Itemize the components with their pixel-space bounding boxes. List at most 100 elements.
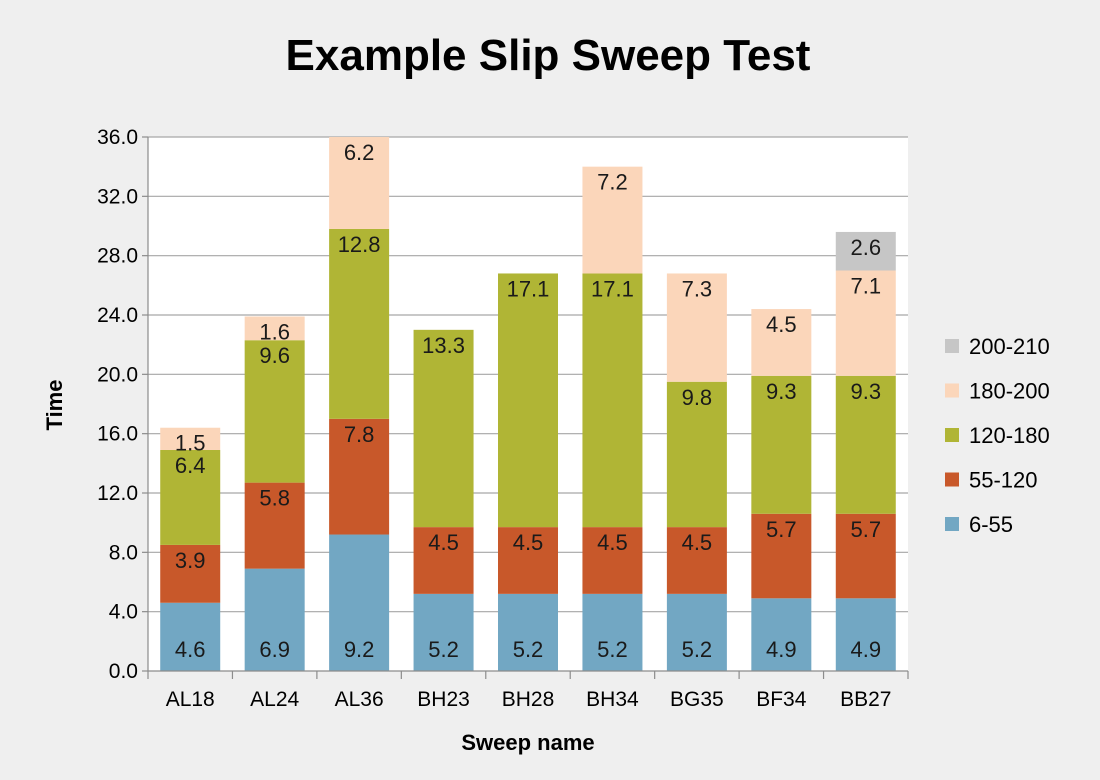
bar-segment: [582, 527, 643, 594]
bar-segment: [498, 527, 558, 594]
bar-segment: [160, 602, 221, 671]
y-tick-label: 20.0: [97, 363, 138, 386]
data-label: 7.2: [597, 170, 628, 195]
data-label: 5.8: [259, 486, 290, 511]
data-label: 12.8: [338, 232, 381, 257]
bar-segment: [666, 593, 727, 671]
data-label: 5.2: [597, 637, 628, 662]
data-labels: 4.6 3.9 6.41.5 6.9 5.8 9.61.6 9.2 7.8 12.8 6.2 5.2…: [175, 140, 881, 662]
data-label: 4.6: [175, 637, 206, 662]
data-label: 2.6: [850, 235, 881, 260]
legend: 200-210 180-200 120-180 55-120 6-55: [945, 334, 1050, 537]
bar-segment: [835, 513, 896, 599]
data-label: 3.9: [175, 548, 206, 573]
data-label: 6.2: [344, 140, 375, 165]
y-tick-label: 8.0: [109, 541, 138, 564]
y-tick-label: 12.0: [97, 482, 138, 505]
x-tick-label: AL18: [166, 688, 215, 711]
legend-swatch: [945, 472, 959, 487]
data-label: 7.1: [850, 274, 881, 299]
bar-segment: [666, 527, 727, 594]
bar-segment: [835, 231, 896, 271]
bar-segment: [666, 273, 727, 382]
bar-segment: [751, 513, 812, 599]
data-label: 9.6: [259, 343, 290, 368]
x-tick-label: BG35: [670, 688, 724, 711]
bar-segment: [413, 593, 474, 671]
y-tick-label: 36.0: [97, 126, 138, 149]
x-tick-label: BH23: [417, 688, 470, 711]
x-axis-title: Sweep name: [461, 730, 594, 755]
y-tick-label: 0.0: [109, 660, 138, 683]
legend-swatch: [945, 383, 959, 398]
axes: 0.0 4.0 8.0 12.0 16.0 20.0 24.0 28.0 32.0 36.0 AL1…: [97, 126, 909, 711]
bar-segment: [751, 375, 812, 514]
y-tick-label: 16.0: [97, 423, 138, 446]
data-label: 13.3: [422, 333, 465, 358]
data-label: 5.2: [513, 637, 544, 662]
bar-segment: [160, 449, 221, 545]
data-label: 4.9: [766, 637, 797, 662]
legend-label: 180-200: [969, 379, 1050, 404]
data-label: 4.5: [682, 530, 713, 555]
bar-segment: [160, 544, 221, 603]
x-tick-label: BB27: [840, 688, 891, 711]
data-label: 9.8: [682, 385, 713, 410]
bar-segment: [498, 273, 558, 528]
x-tick-label: AL24: [250, 688, 299, 711]
y-axis-title: Time: [42, 380, 67, 431]
y-tick-label: 4.0: [109, 601, 138, 624]
data-label: 5.7: [766, 517, 797, 542]
bar-segment: [413, 527, 474, 594]
x-tick-label: BF34: [756, 688, 807, 711]
data-label: 6.9: [259, 637, 290, 662]
bar-segment: [751, 598, 812, 671]
data-label: 5.2: [428, 637, 459, 662]
y-tick-label: 24.0: [97, 304, 138, 327]
bar-segment: [413, 329, 474, 528]
chart-title: Example Slip Sweep Test: [286, 31, 811, 80]
data-label: 7.8: [344, 422, 375, 447]
data-label: 1.6: [259, 319, 290, 344]
data-label: 5.7: [850, 517, 881, 542]
y-tick-label: 32.0: [97, 185, 138, 208]
data-label: 1.5: [175, 431, 206, 456]
bar-segment: [498, 593, 558, 671]
x-tick-label: AL36: [335, 688, 384, 711]
x-tick-label: BH34: [586, 688, 639, 711]
data-label: 4.5: [766, 312, 797, 337]
bars: [160, 137, 896, 671]
bar-segment: [244, 316, 305, 341]
data-label: 4.5: [428, 530, 459, 555]
bar-segment: [329, 228, 390, 419]
x-tick-label: BH28: [502, 688, 555, 711]
data-label: 4.9: [850, 637, 881, 662]
bar-segment: [329, 418, 390, 535]
legend-swatch: [945, 517, 959, 531]
data-label: 17.1: [507, 276, 550, 301]
bar-segment: [244, 340, 305, 483]
data-label: 9.2: [344, 637, 375, 662]
legend-label: 6-55: [969, 512, 1013, 537]
bar-segment: [244, 568, 305, 671]
data-label: 7.3: [682, 276, 713, 301]
data-label: 4.5: [597, 530, 628, 555]
bar-segment: [329, 137, 390, 229]
bar-segment: [582, 166, 643, 274]
bar-segment: [244, 482, 305, 569]
legend-label: 200-210: [969, 334, 1050, 359]
bar-segment: [160, 427, 221, 450]
bar-segment: [835, 270, 896, 376]
bar-segment: [582, 273, 643, 528]
bar-segment: [329, 534, 390, 671]
y-tick-label: 28.0: [97, 245, 138, 268]
bar-segment: [582, 593, 643, 671]
data-label: 17.1: [591, 276, 634, 301]
legend-label: 55-120: [969, 468, 1038, 493]
data-label: 9.3: [766, 379, 797, 404]
legend-swatch: [945, 428, 959, 442]
bar-segment: [751, 309, 812, 376]
legend-label: 120-180: [969, 423, 1050, 448]
